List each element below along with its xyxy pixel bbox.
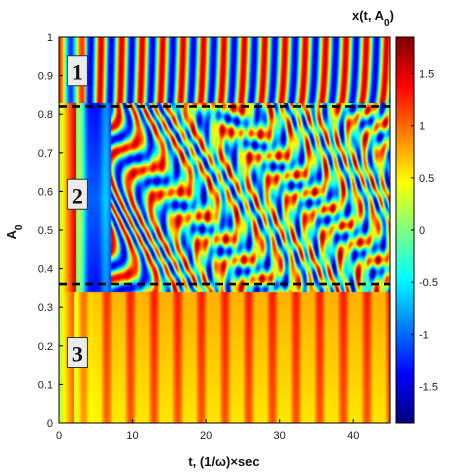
colorbar-tick-label: -0.5 (419, 277, 438, 289)
region-labels: 1 2 3 (66, 55, 88, 369)
y-tick-label: 0 (47, 418, 53, 430)
y-tick-label: 0.3 (38, 302, 53, 314)
x-tick-label: 0 (56, 430, 62, 442)
colorbar-ticks: -1.5 -1 -0.5 0 0.5 1 1.5 (411, 69, 438, 393)
region-label: 3 (66, 337, 88, 369)
threshold-lines (59, 105, 390, 286)
heatmap-area (59, 37, 390, 423)
x-axis: 0 10 20 30 40 (56, 419, 359, 442)
colorbar-title: x(t, A0) (352, 8, 394, 29)
svg-text:2: 2 (72, 183, 83, 208)
y-tick-label: 0.8 (38, 109, 53, 121)
x-tick-label: 40 (347, 430, 359, 442)
x-axis-title: t, (1/ω)×sec (188, 454, 259, 469)
region-label: 2 (66, 178, 88, 210)
colorbar-tick-label: -1.5 (419, 381, 438, 393)
y-tick-label: 0.9 (38, 71, 53, 83)
y-tick-label: 0.7 (38, 148, 53, 160)
colorbar-gradient (396, 37, 414, 423)
colorbar-tick-label: 0.5 (419, 173, 434, 185)
svg-text:3: 3 (72, 342, 83, 367)
y-axis-title: A0 (4, 224, 25, 239)
y-tick-label: 0.2 (38, 341, 53, 353)
y-tick-label: 0.5 (38, 225, 53, 237)
colorbar-tick-label: -1 (419, 329, 429, 341)
x-tick-label: 10 (126, 430, 138, 442)
region-label: 1 (66, 55, 88, 87)
colorbar-tick-label: 1.5 (419, 69, 434, 81)
y-tick-label: 0.4 (38, 264, 53, 276)
colorbar-tick-label: 0 (419, 225, 425, 237)
colorbar-tick-label: 1 (419, 121, 425, 133)
y-axis: 0 0.1 0.2 0.3 0.4 0.5 0.6 0.7 0.8 0.9 1 (38, 32, 63, 430)
x-tick-label: 20 (200, 430, 212, 442)
svg-text:1: 1 (72, 60, 83, 85)
y-tick-label: 0.6 (38, 186, 53, 198)
y-tick-label: 1 (47, 32, 53, 44)
x-tick-label: 30 (274, 430, 286, 442)
y-tick-label: 0.1 (38, 379, 53, 391)
